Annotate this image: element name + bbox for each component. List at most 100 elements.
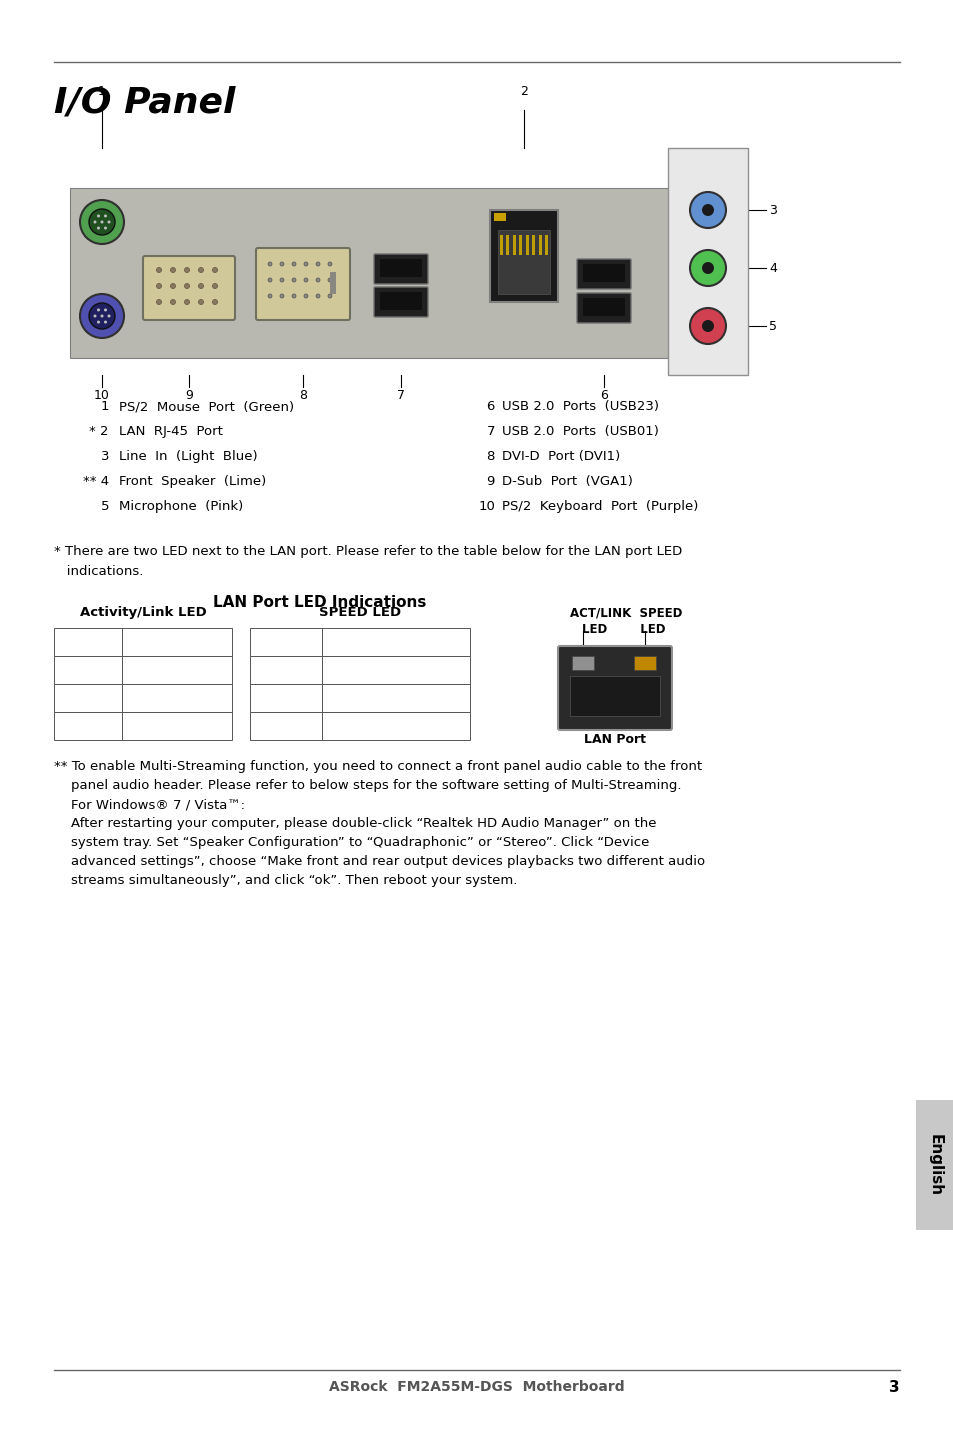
Text: indications.: indications. xyxy=(54,566,143,579)
Circle shape xyxy=(93,221,96,223)
Text: 10Mbps connection: 10Mbps connection xyxy=(335,663,456,676)
Text: Orange: Orange xyxy=(262,692,309,705)
Text: advanced settings”, choose “Make front and rear output devices playbacks two dif: advanced settings”, choose “Make front a… xyxy=(54,855,704,868)
FancyBboxPatch shape xyxy=(143,256,234,319)
Circle shape xyxy=(315,294,319,298)
Text: 10: 10 xyxy=(94,390,110,402)
Text: 10: 10 xyxy=(477,500,495,513)
Text: 1: 1 xyxy=(98,84,106,97)
Bar xyxy=(494,213,505,221)
Bar xyxy=(54,684,122,712)
Text: 9: 9 xyxy=(185,390,193,402)
Text: On: On xyxy=(79,719,97,733)
Circle shape xyxy=(292,262,295,266)
Circle shape xyxy=(328,294,332,298)
Text: For Windows® 7 / Vista™:: For Windows® 7 / Vista™: xyxy=(54,798,245,811)
Bar xyxy=(915,1100,953,1230)
Bar xyxy=(122,712,232,740)
Circle shape xyxy=(104,308,107,311)
Circle shape xyxy=(100,315,103,318)
Circle shape xyxy=(268,262,272,266)
Text: 3: 3 xyxy=(768,203,776,216)
Circle shape xyxy=(292,278,295,282)
Bar xyxy=(70,188,740,358)
Circle shape xyxy=(171,268,175,272)
Circle shape xyxy=(198,299,203,305)
Circle shape xyxy=(315,262,319,266)
Bar xyxy=(667,147,747,375)
Text: Off: Off xyxy=(78,663,97,676)
Text: 9: 9 xyxy=(486,475,495,488)
Text: 5: 5 xyxy=(100,500,109,513)
Text: 8: 8 xyxy=(486,450,495,463)
Text: DVI-D  Port (DVI1): DVI-D Port (DVI1) xyxy=(501,450,619,463)
Bar xyxy=(499,235,502,255)
Circle shape xyxy=(304,278,308,282)
Circle shape xyxy=(280,294,284,298)
FancyBboxPatch shape xyxy=(577,294,630,324)
Text: Microphone  (Pink): Microphone (Pink) xyxy=(119,500,243,513)
Circle shape xyxy=(213,268,217,272)
Bar xyxy=(250,656,322,684)
Circle shape xyxy=(97,215,100,218)
Text: LAN Port LED Indications: LAN Port LED Indications xyxy=(213,596,426,610)
Text: 100Mbps connection: 100Mbps connection xyxy=(331,692,460,705)
FancyBboxPatch shape xyxy=(577,259,630,289)
Text: 1Gbps connection: 1Gbps connection xyxy=(339,719,452,733)
Circle shape xyxy=(171,299,175,305)
Bar xyxy=(572,656,594,670)
Circle shape xyxy=(156,284,161,288)
Circle shape xyxy=(689,192,725,228)
Text: ASRock  FM2A55M-DGS  Motherboard: ASRock FM2A55M-DGS Motherboard xyxy=(329,1380,624,1393)
Text: SPEED LED: SPEED LED xyxy=(318,606,400,619)
Circle shape xyxy=(93,315,96,318)
Circle shape xyxy=(304,294,308,298)
Text: D-Sub  Port  (VGA1): D-Sub Port (VGA1) xyxy=(501,475,632,488)
Text: 7: 7 xyxy=(396,390,405,402)
Bar xyxy=(322,712,470,740)
Circle shape xyxy=(104,215,107,218)
Bar xyxy=(54,147,869,375)
Bar xyxy=(54,656,122,684)
Text: 4: 4 xyxy=(768,262,776,275)
Text: No Link: No Link xyxy=(153,663,200,676)
Bar xyxy=(322,684,470,712)
Circle shape xyxy=(80,200,124,243)
Circle shape xyxy=(198,268,203,272)
Text: 3: 3 xyxy=(888,1380,899,1395)
Text: 1: 1 xyxy=(100,400,109,412)
Circle shape xyxy=(304,262,308,266)
Circle shape xyxy=(184,284,190,288)
Text: Link: Link xyxy=(164,719,190,733)
Text: Green: Green xyxy=(267,719,305,733)
Bar xyxy=(322,629,470,656)
Text: ** 4: ** 4 xyxy=(83,475,109,488)
Circle shape xyxy=(701,319,713,332)
Bar xyxy=(54,629,122,656)
Text: LAN Port: LAN Port xyxy=(583,733,645,746)
Bar xyxy=(250,684,322,712)
Circle shape xyxy=(80,294,124,338)
Text: streams simultaneously”, and click “ok”. Then reboot your system.: streams simultaneously”, and click “ok”.… xyxy=(54,874,517,886)
Circle shape xyxy=(97,308,100,311)
Text: 6: 6 xyxy=(486,400,495,412)
Circle shape xyxy=(184,299,190,305)
Circle shape xyxy=(701,203,713,216)
Text: LAN  RJ-45  Port: LAN RJ-45 Port xyxy=(119,425,223,438)
Circle shape xyxy=(213,284,217,288)
Circle shape xyxy=(213,299,217,305)
Text: panel audio header. Please refer to below steps for the software setting of Mult: panel audio header. Please refer to belo… xyxy=(54,779,680,792)
Bar xyxy=(569,676,659,716)
Circle shape xyxy=(280,262,284,266)
Circle shape xyxy=(104,321,107,324)
Circle shape xyxy=(268,294,272,298)
Bar xyxy=(519,235,522,255)
Text: 2: 2 xyxy=(519,84,527,97)
Text: 7: 7 xyxy=(486,425,495,438)
Circle shape xyxy=(156,299,161,305)
Text: 3: 3 xyxy=(100,450,109,463)
Bar xyxy=(538,235,541,255)
Bar xyxy=(54,712,122,740)
Circle shape xyxy=(156,268,161,272)
Circle shape xyxy=(104,226,107,229)
